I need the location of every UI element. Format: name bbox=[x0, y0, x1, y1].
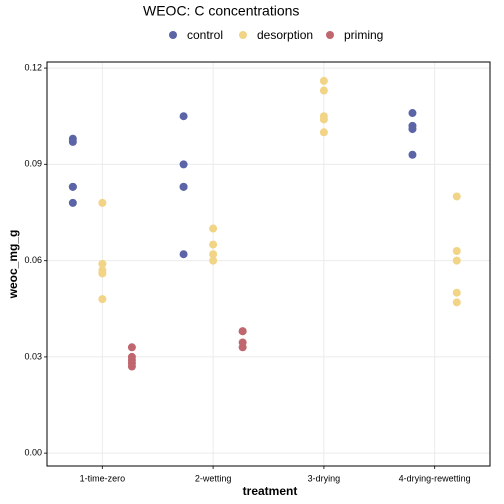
point bbox=[68, 198, 77, 207]
y-tick-label: 0.06 bbox=[24, 255, 42, 265]
point bbox=[452, 256, 461, 265]
point bbox=[179, 112, 188, 121]
x-tick-label: 1-time-zero bbox=[80, 473, 126, 483]
point bbox=[127, 362, 136, 371]
point bbox=[452, 192, 461, 201]
x-tick-label: 3-drying bbox=[308, 473, 341, 483]
point bbox=[452, 298, 461, 307]
point bbox=[209, 250, 218, 259]
legend-key bbox=[169, 31, 177, 39]
point bbox=[98, 269, 107, 278]
point bbox=[209, 256, 218, 265]
point bbox=[98, 295, 107, 304]
point bbox=[408, 109, 417, 118]
point bbox=[68, 182, 77, 191]
point bbox=[127, 343, 136, 352]
y-tick-label: 0.03 bbox=[24, 351, 42, 361]
panel-border bbox=[46, 61, 491, 467]
point bbox=[238, 343, 247, 352]
point bbox=[408, 150, 417, 159]
point bbox=[319, 86, 328, 95]
y-axis-label: weoc_mg_g bbox=[6, 230, 20, 300]
point bbox=[98, 198, 107, 207]
chart-title: WEOC: C concentrations bbox=[143, 3, 299, 19]
point bbox=[179, 160, 188, 169]
point bbox=[209, 240, 218, 249]
point bbox=[179, 182, 188, 191]
point bbox=[179, 250, 188, 259]
point bbox=[98, 259, 107, 268]
point bbox=[319, 128, 328, 137]
point bbox=[452, 247, 461, 256]
legend-label: priming bbox=[344, 28, 383, 42]
point bbox=[209, 224, 218, 233]
legend-label: control bbox=[187, 28, 223, 42]
x-tick-label: 4-drying-rewetting bbox=[399, 473, 471, 483]
point bbox=[238, 327, 247, 336]
y-tick-label: 0.12 bbox=[24, 62, 42, 72]
legend-key bbox=[239, 31, 247, 39]
point bbox=[68, 137, 77, 146]
x-axis-label: treatment bbox=[243, 484, 298, 498]
y-tick-label: 0.00 bbox=[24, 448, 42, 458]
y-tick-label: 0.09 bbox=[24, 159, 42, 169]
legend-key bbox=[326, 31, 334, 39]
x-tick-label: 2-wetting bbox=[195, 473, 232, 483]
point bbox=[408, 125, 417, 134]
point bbox=[319, 115, 328, 124]
legend-label: desorption bbox=[257, 28, 313, 42]
point bbox=[319, 76, 328, 85]
point bbox=[452, 288, 461, 297]
